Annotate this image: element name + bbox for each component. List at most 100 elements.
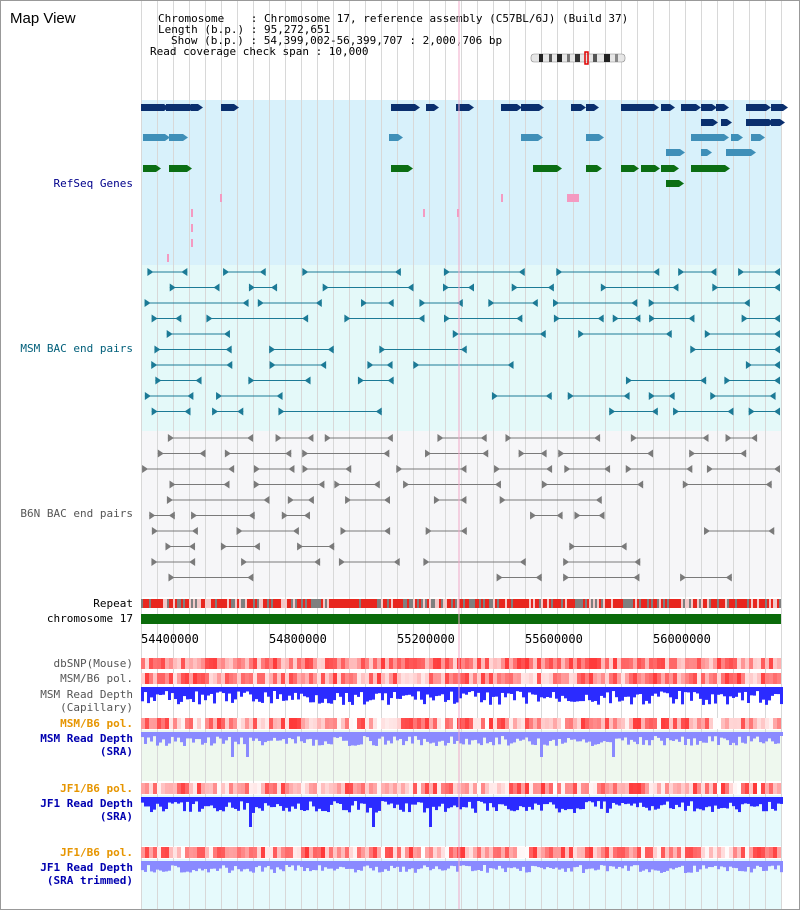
polymorphism-cell: [769, 783, 773, 794]
repeat-segment: [503, 599, 505, 608]
repeat-segment: [297, 599, 299, 608]
repeat-segment: [309, 599, 311, 608]
read-depth-bar: [243, 687, 246, 693]
repeat-segment: [417, 599, 419, 608]
polymorphism-cell: [369, 658, 373, 669]
polymorphism-cell: [341, 673, 345, 684]
polymorphism-cell: [357, 718, 361, 729]
polymorphism-cell: [677, 658, 681, 669]
polymorphism-cell: [561, 673, 565, 684]
msm-depth-capillary-label-1[interactable]: MSM Read Depth: [40, 688, 133, 701]
repeat-segment: [371, 599, 373, 608]
polymorphism-cell: [497, 783, 501, 794]
jf1-depth-sra-label-1[interactable]: JF1 Read Depth: [40, 797, 133, 810]
polymorphism-cell: [357, 673, 361, 684]
repeat-segment: [321, 599, 323, 608]
polymorphism-cell: [757, 658, 761, 669]
repeat-segment: [489, 599, 491, 608]
polymorphism-cell: [657, 658, 661, 669]
axis-tick-label: 54400000: [141, 632, 199, 646]
read-depth-bar: [435, 687, 438, 697]
polymorphism-cell: [549, 658, 553, 669]
polymorphism-cell: [213, 658, 217, 669]
repeat-segment: [613, 599, 615, 608]
repeat-segment: [159, 599, 161, 608]
repeat-segment: [705, 599, 707, 608]
jf1-pol-trimmed-label[interactable]: JF1/B6 pol.: [60, 846, 133, 859]
polymorphism-cell: [565, 847, 569, 858]
repeat-segment: [393, 599, 395, 608]
repeat-segment: [163, 599, 165, 608]
repeat-segment: [441, 599, 443, 608]
polymorphism-cell: [469, 658, 473, 669]
jf1-depth-sra-label-2: (SRA): [99, 810, 133, 823]
polymorphism-cell: [465, 847, 469, 858]
read-depth-bar: [375, 687, 378, 694]
polymorphism-cell: [677, 718, 681, 729]
repeat-segment: [265, 599, 267, 608]
read-depth-bar: [528, 687, 531, 693]
read-depth-bar: [372, 687, 375, 700]
polymorphism-cell: [625, 673, 629, 684]
polymorphism-cell: [417, 847, 421, 858]
repeat-segment: [575, 599, 577, 608]
repeat-segment: [319, 599, 321, 608]
polymorphism-cell: [737, 847, 741, 858]
polymorphism-cell: [485, 673, 489, 684]
jf1-depth-trimmed-label-1[interactable]: JF1 Read Depth: [40, 861, 133, 874]
polymorphism-cell: [581, 847, 585, 858]
polymorphism-cell: [485, 847, 489, 858]
repeat-segment: [723, 599, 725, 608]
msm-bac-label[interactable]: MSM BAC end pairs: [20, 342, 133, 355]
polymorphism-cell: [577, 847, 581, 858]
msm-depth-sra-label-1[interactable]: MSM Read Depth: [40, 732, 133, 745]
repeat-segment: [485, 599, 487, 608]
read-depth-bar: [567, 687, 570, 702]
polymorphism-cell: [401, 847, 405, 858]
repeat-segment: [325, 599, 327, 608]
polymorphism-cell: [773, 658, 777, 669]
read-depth-bar: [768, 687, 771, 701]
read-depth-bar: [510, 687, 513, 694]
repeat-segment: [241, 599, 243, 608]
polymorphism-cell: [385, 658, 389, 669]
polymorphism-cell: [453, 718, 457, 729]
repeat-segment: [743, 599, 745, 608]
polymorphism-cell: [161, 783, 165, 794]
msm-pol-sra-label[interactable]: MSM/B6 pol.: [60, 717, 133, 730]
repeat-segment: [719, 599, 721, 608]
repeat-segment: [303, 599, 305, 608]
repeat-segment: [529, 599, 531, 608]
read-depth-bar: [750, 687, 753, 696]
polymorphism-cell: [705, 658, 709, 669]
repeat-segment: [295, 599, 297, 608]
msm-depth-capillary-label-2: (Capillary): [60, 701, 133, 714]
polymorphism-cell: [513, 658, 517, 669]
polymorphism-cell: [373, 658, 377, 669]
polymorphism-cell: [145, 847, 149, 858]
polymorphism-cell: [517, 847, 521, 858]
jf1-pol-label[interactable]: JF1/B6 pol.: [60, 782, 133, 795]
repeat-segment: [439, 599, 441, 608]
dbsnp-label[interactable]: dbSNP(Mouse): [53, 657, 133, 670]
polymorphism-cell: [225, 658, 229, 669]
polymorphism-cell: [305, 783, 309, 794]
polymorphism-cell: [625, 658, 629, 669]
polymorphism-cell: [661, 718, 665, 729]
repeat-segment: [639, 599, 641, 608]
read-depth-bar: [630, 687, 633, 705]
chromosome-ideogram[interactable]: [530, 51, 626, 65]
repeat-segment: [645, 599, 647, 608]
polymorphism-cell: [709, 673, 713, 684]
msm-pol-label[interactable]: MSM/B6 pol.: [60, 672, 133, 685]
read-depth-bar: [531, 687, 534, 695]
read-depth-bar: [201, 687, 204, 695]
read-depth-bar: [453, 687, 456, 704]
repeat-segment: [345, 599, 347, 608]
read-depth-bar: [681, 687, 684, 705]
b6n-bac-label[interactable]: B6N BAC end pairs: [20, 507, 133, 520]
polymorphism-cell: [165, 718, 169, 729]
read-depth-bar: [549, 687, 552, 698]
repeat-segment: [337, 599, 339, 608]
refseq-genes-label[interactable]: RefSeq Genes: [53, 177, 133, 190]
